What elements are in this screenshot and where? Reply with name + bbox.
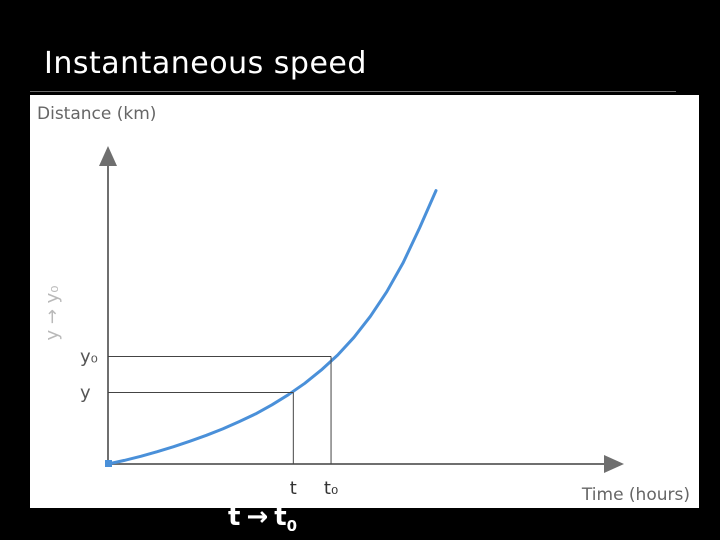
limit-target-subscript: 0: [286, 517, 298, 535]
curve-start-point: [105, 460, 112, 467]
distance-time-chart: Distance (km) Time (hours) y → y₀ t y t₀ y₀: [37, 104, 690, 505]
distance-curve: [106, 189, 438, 466]
y-axis-label: Distance (km): [37, 104, 156, 124]
limit-label: t → t0: [228, 500, 298, 535]
limit-var: t: [228, 502, 241, 532]
y-marker-label: y: [80, 382, 91, 403]
chart-panel: Distance (km) Time (hours) y → y₀ t y t₀ y₀: [30, 95, 699, 508]
slide-title: Instantaneous speed: [44, 46, 367, 81]
x-marker-label: t: [290, 478, 297, 499]
x-axis-label: Time (hours): [581, 485, 690, 505]
x-marker-label: t₀: [324, 478, 338, 499]
limit-arrow: →: [246, 502, 269, 532]
x-axis-arrow: [604, 455, 624, 473]
title-divider: [30, 91, 676, 92]
y-marker-label: y₀: [80, 346, 98, 367]
side-limit-label: y → y₀: [42, 285, 63, 340]
y-axis-arrow: [99, 146, 117, 166]
limit-target: t: [274, 502, 287, 532]
